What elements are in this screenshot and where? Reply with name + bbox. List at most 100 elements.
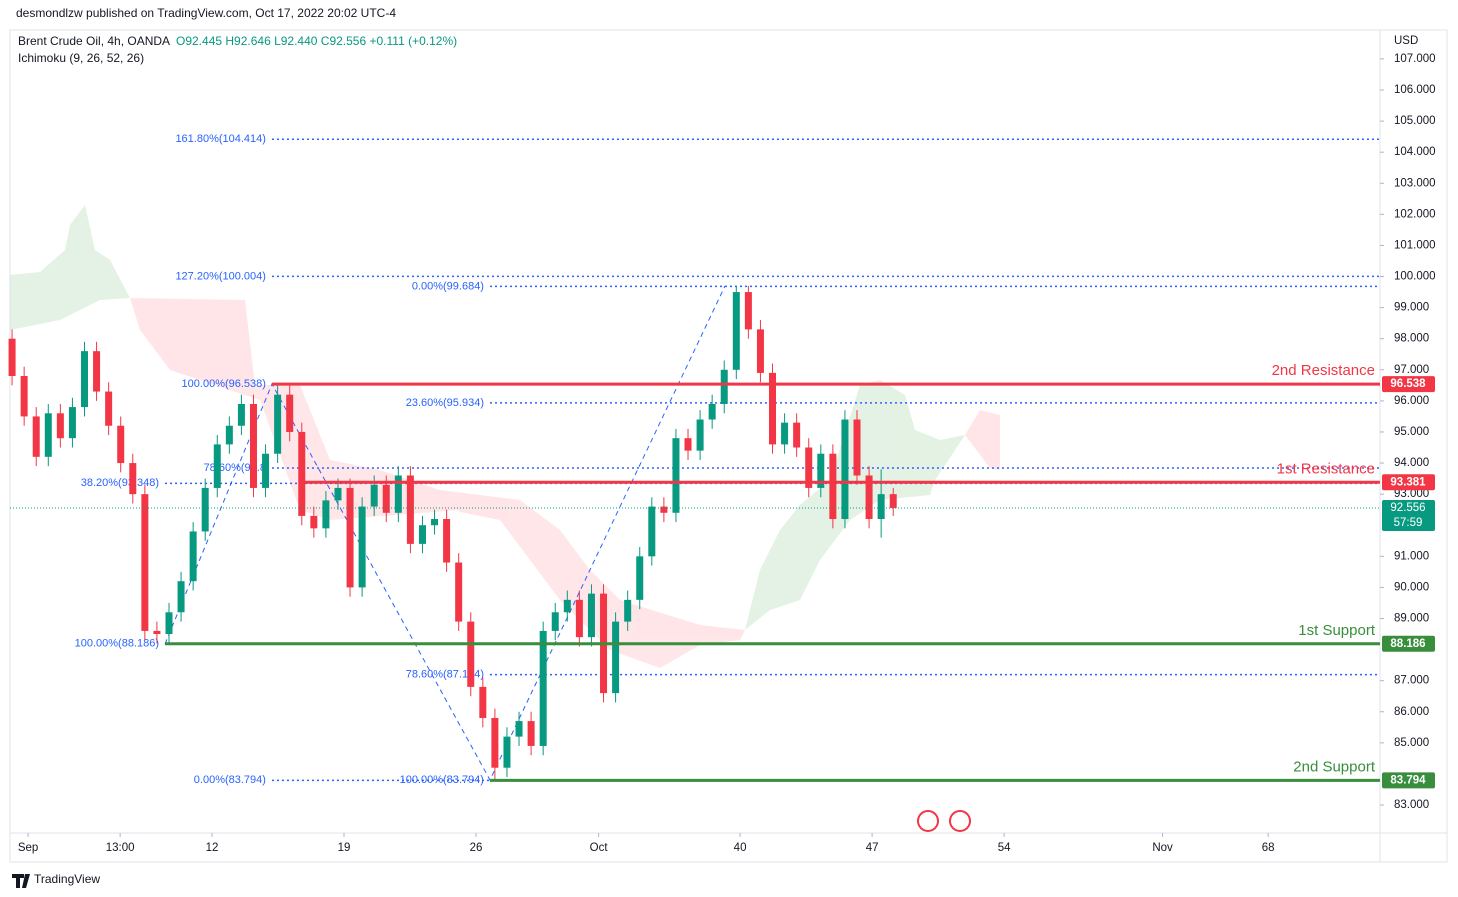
y-tick-label: 104.000 bbox=[1394, 146, 1436, 158]
logo bbox=[12, 874, 30, 888]
header: desmondlzw published on TradingView.com,… bbox=[16, 6, 396, 20]
last-price-tag bbox=[1382, 499, 1435, 531]
fib-label: 38.20%(93.348) bbox=[81, 477, 159, 489]
level-name: 2nd Support bbox=[1293, 758, 1376, 775]
level-value: 96.538 bbox=[1390, 378, 1426, 390]
candle-body bbox=[575, 599, 583, 638]
candle-body bbox=[177, 581, 185, 613]
level-tag bbox=[1382, 772, 1435, 789]
candle-body bbox=[93, 351, 101, 392]
candle-body bbox=[382, 484, 390, 513]
level-value: 93.381 bbox=[1390, 476, 1426, 488]
event-icon[interactable] bbox=[949, 810, 971, 832]
y-tick-label: 107.000 bbox=[1394, 53, 1436, 65]
candle-body bbox=[418, 525, 426, 544]
y-tick-label: 100.000 bbox=[1394, 271, 1436, 283]
cloud-red bbox=[130, 298, 460, 520]
candle-body bbox=[660, 506, 668, 513]
ohlc: O92.445 H92.646 L92.440 C92.556 +0.111 (… bbox=[176, 34, 457, 48]
x-tick-label: 12 bbox=[206, 842, 219, 854]
y-tick-label: 89.000 bbox=[1394, 613, 1429, 625]
candle-body bbox=[213, 444, 221, 488]
frame bbox=[9, 29, 1448, 863]
candle-body bbox=[527, 721, 535, 746]
x-tick-label: 40 bbox=[734, 842, 747, 854]
indicator: Ichimoku (9, 26, 52, 26) bbox=[18, 51, 144, 65]
candle-body bbox=[732, 292, 740, 370]
candle-body bbox=[672, 438, 680, 513]
x-tick-label: Oct bbox=[590, 842, 609, 854]
candle-body bbox=[310, 515, 318, 529]
event-icon[interactable] bbox=[917, 810, 939, 832]
candle-body bbox=[8, 338, 16, 377]
plot bbox=[27, 58, 1384, 837]
level-value: 88.186 bbox=[1390, 638, 1425, 650]
fib-label: 0.00%(83.794) bbox=[194, 774, 266, 786]
candle-body bbox=[708, 403, 716, 420]
currency: USD bbox=[1394, 35, 1418, 47]
candle-body bbox=[201, 487, 209, 532]
candle-body bbox=[56, 413, 64, 439]
x-tick-label: Nov bbox=[1152, 842, 1173, 854]
candle-body bbox=[612, 621, 620, 694]
candle-body bbox=[68, 407, 76, 439]
candle-body bbox=[286, 394, 294, 432]
fib-label: 23.60%(95.934) bbox=[406, 397, 484, 409]
candle-body bbox=[249, 403, 257, 488]
level-value: 83.794 bbox=[1390, 774, 1426, 786]
candle-body bbox=[756, 329, 764, 373]
x-tick-label: 26 bbox=[470, 842, 483, 854]
candle-body bbox=[141, 494, 149, 631]
candle-body bbox=[298, 431, 306, 516]
candle-body bbox=[781, 422, 789, 445]
candle-body bbox=[877, 494, 885, 520]
level-name: 1st Support bbox=[1298, 622, 1376, 639]
candle-body bbox=[551, 612, 559, 631]
candle-body bbox=[865, 475, 873, 520]
candle-body bbox=[684, 438, 692, 451]
candle-body bbox=[105, 391, 113, 426]
candle-body bbox=[322, 500, 330, 529]
candle-body bbox=[563, 599, 571, 613]
y-tick-label: 105.000 bbox=[1394, 115, 1436, 127]
y-tick-label: 106.000 bbox=[1394, 84, 1436, 96]
candle-body bbox=[80, 351, 88, 408]
x-tick-label: 19 bbox=[338, 842, 351, 854]
level-tag bbox=[1382, 376, 1435, 393]
candle-body bbox=[443, 519, 451, 563]
x-tick-label: 47 bbox=[866, 842, 879, 854]
candle-body bbox=[515, 721, 523, 737]
candle-body bbox=[467, 621, 475, 687]
y-tick-label: 103.000 bbox=[1394, 177, 1436, 189]
candle-body bbox=[841, 419, 849, 520]
fib-trend bbox=[164, 285, 726, 782]
x-tick-label: Sep bbox=[18, 842, 38, 854]
y-tick-label: 95.000 bbox=[1394, 426, 1429, 438]
y-tick-label: 87.000 bbox=[1394, 675, 1429, 687]
y-tick-label: 99.000 bbox=[1394, 302, 1429, 314]
fib-label: 100.00%(88.186) bbox=[75, 638, 159, 650]
candle-body bbox=[165, 612, 173, 635]
candle-body bbox=[793, 422, 801, 448]
candle-body bbox=[769, 372, 777, 445]
level-tag bbox=[1382, 635, 1435, 652]
level-tag bbox=[1382, 474, 1435, 491]
x-tick-label: 68 bbox=[1262, 842, 1275, 854]
y-tick-label: 96.000 bbox=[1394, 395, 1429, 407]
candle-body bbox=[274, 394, 282, 454]
y-tick-label: 91.000 bbox=[1394, 550, 1429, 562]
candle-body bbox=[44, 413, 52, 457]
ichimoku-cloud bbox=[10, 205, 1000, 668]
y-tick-label: 102.000 bbox=[1394, 208, 1436, 220]
candle-body bbox=[648, 506, 656, 557]
y-tick-label: 94.000 bbox=[1394, 457, 1429, 469]
y-tick-label: 90.000 bbox=[1394, 581, 1429, 593]
chart-title: Brent Crude Oil, 4h, OANDA bbox=[18, 34, 170, 48]
candle-body bbox=[346, 487, 354, 588]
candle-body bbox=[334, 487, 342, 501]
x-tick-label: 13:00 bbox=[106, 842, 135, 854]
cloud-green bbox=[10, 205, 130, 330]
y-tick-label: 93.000 bbox=[1394, 488, 1429, 500]
candle-body bbox=[237, 403, 245, 426]
countdown: 57:59 bbox=[1394, 517, 1423, 529]
